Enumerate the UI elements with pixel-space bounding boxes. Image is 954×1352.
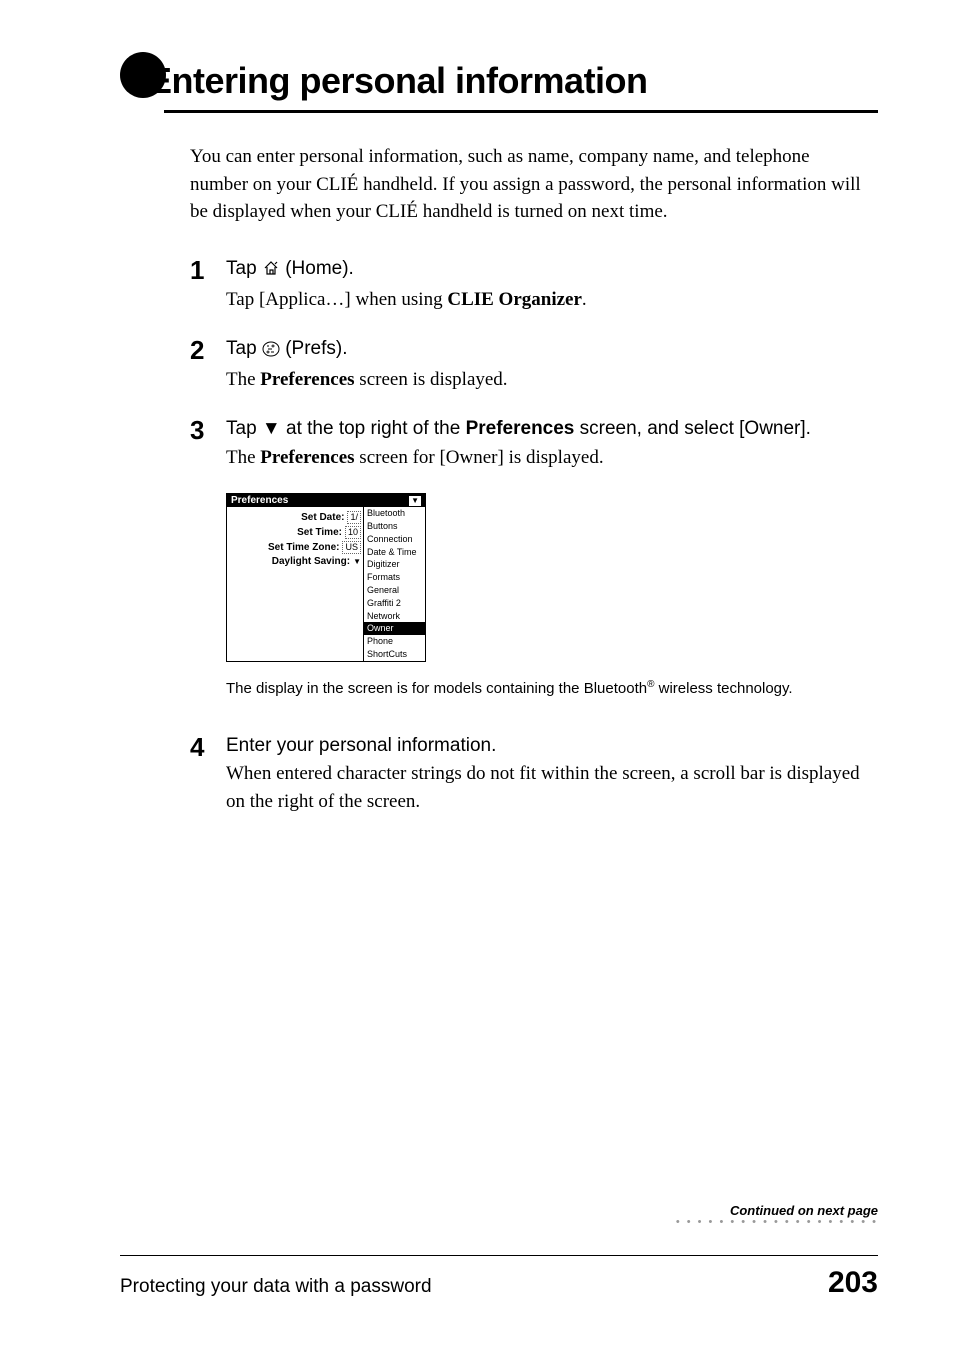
text-bold: Preferences [466, 418, 575, 439]
menu-item-network[interactable]: Network [364, 610, 425, 623]
menu-item-owner[interactable]: Owner [364, 622, 425, 635]
prefs-tz-label: Set Time Zone: [229, 542, 342, 553]
menu-item-bluetooth[interactable]: Bluetooth [364, 507, 425, 520]
text: The display in the screen is for models … [226, 680, 647, 697]
title-underline [164, 110, 878, 113]
prefs-time-label: Set Time: [229, 527, 345, 538]
dropdown-icon[interactable]: ▼ [409, 496, 421, 506]
text: . [582, 289, 587, 310]
continued-dots: • • • • • • • • • • • • • • • • • • • [676, 1218, 878, 1226]
step-3-detail: The Preferences screen for [Owner] is di… [226, 444, 878, 472]
text: Tap [226, 418, 262, 439]
step-3: 3 Tap ▼ at the top right of the Preferen… [190, 416, 878, 473]
step-1: 1 Tap (Home). Tap [Applica…] when using … [190, 256, 878, 316]
text-bold: Preferences [260, 369, 354, 390]
intro-paragraph: You can enter personal information, such… [190, 143, 868, 226]
menu-item-formats[interactable]: Formats [364, 571, 425, 584]
prefs-time-value[interactable]: 10 [345, 526, 361, 539]
text: screen is displayed. [355, 369, 508, 390]
home-icon [262, 259, 280, 285]
step-2-instruction: Tap (Prefs). [226, 336, 878, 365]
prefs-titlebar: Preferences ▼ [227, 494, 425, 507]
menu-item-general[interactable]: General [364, 584, 425, 597]
preferences-screenshot: Preferences ▼ Set Date: 1/ Set Time: 10 … [226, 493, 878, 662]
prefs-dropdown-menu: Bluetooth Buttons Connection Date & Time… [363, 507, 425, 661]
page-footer: Protecting your data with a password 203 [120, 1266, 878, 1300]
footer-section-title: Protecting your data with a password [120, 1276, 432, 1298]
prefs-dst-label: Daylight Saving: [229, 556, 353, 567]
prefs-window-title: Preferences [231, 495, 288, 506]
text: Tap [Applica…] when using [226, 289, 447, 310]
step-4: 4 Enter your personal information. When … [190, 733, 878, 818]
text-bold: CLIE Organizer [447, 289, 582, 310]
step-1-detail: Tap [Applica…] when using CLIE Organizer… [226, 286, 878, 314]
page-number: 203 [828, 1266, 878, 1300]
screenshot-caption: The display in the screen is for models … [226, 678, 878, 699]
step-number: 3 [190, 416, 226, 473]
menu-item-graffiti2[interactable]: Graffiti 2 [364, 597, 425, 610]
text: The [226, 369, 260, 390]
step-number: 4 [190, 733, 226, 818]
menu-item-date-time[interactable]: Date & Time [364, 546, 425, 559]
step-number: 1 [190, 256, 226, 316]
step-number: 2 [190, 336, 226, 396]
menu-item-digitizer[interactable]: Digitizer [364, 558, 425, 571]
text-bold: Preferences [260, 447, 354, 468]
prefs-date-label: Set Date: [229, 512, 347, 523]
step-2-detail: The Preferences screen is displayed. [226, 366, 878, 394]
menu-item-buttons[interactable]: Buttons [364, 520, 425, 533]
step-1-instruction: Tap (Home). [226, 256, 878, 285]
text: (Home). [280, 258, 354, 279]
page-title: Entering personal information [148, 60, 648, 102]
menu-item-shortcuts[interactable]: ShortCuts [364, 648, 425, 661]
text: wireless technology. [654, 680, 792, 697]
step-3-instruction: Tap ▼ at the top right of the Preference… [226, 416, 878, 442]
menu-item-phone[interactable]: Phone [364, 635, 425, 648]
text: screen, and select [Owner]. [574, 418, 811, 439]
continued-notice: Continued on next page • • • • • • • • •… [676, 1203, 878, 1226]
text: The [226, 447, 260, 468]
text: screen for [Owner] is displayed. [355, 447, 604, 468]
text: (Prefs). [280, 338, 348, 359]
down-triangle-icon: ▼ [262, 416, 281, 442]
footer-rule [120, 1255, 878, 1256]
step-4-instruction: Enter your personal information. [226, 733, 878, 759]
prefs-icon [262, 339, 280, 365]
prefs-date-value[interactable]: 1/ [347, 511, 361, 524]
prefs-tz-value[interactable]: US [342, 541, 361, 554]
text: at the top right of the [281, 418, 466, 439]
menu-item-connection[interactable]: Connection [364, 533, 425, 546]
dropdown-icon[interactable]: ▼ [353, 557, 361, 566]
step-2: 2 Tap (Prefs). The Preferences screen is… [190, 336, 878, 396]
text: Tap [226, 338, 262, 359]
text: Tap [226, 258, 262, 279]
step-4-detail: When entered character strings do not fi… [226, 760, 878, 815]
